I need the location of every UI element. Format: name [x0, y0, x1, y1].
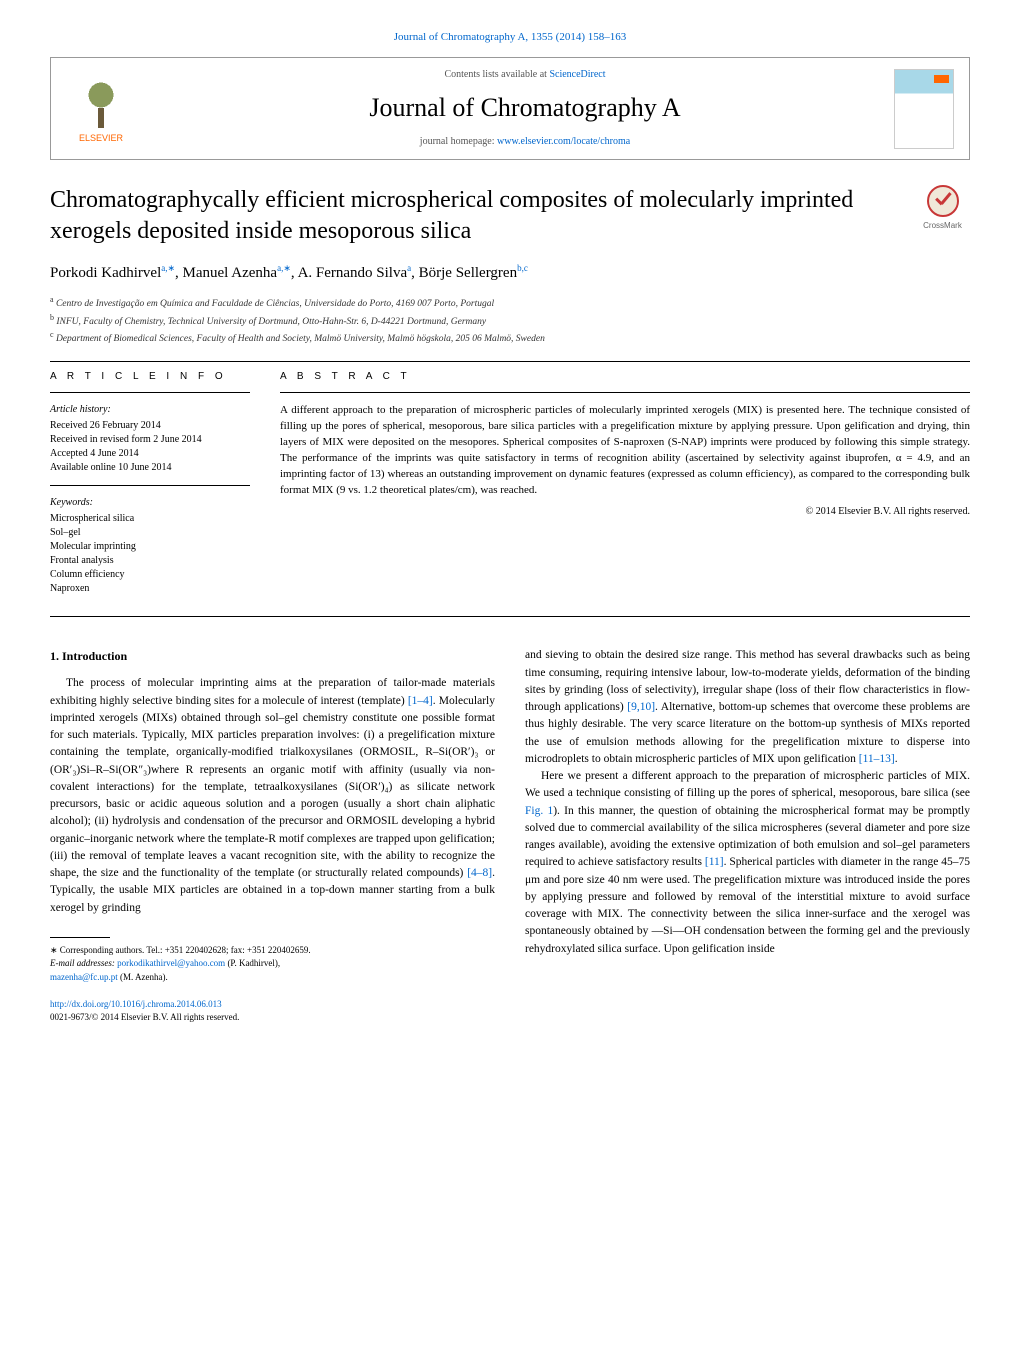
title-row: Chromatographycally efficient microspher… [50, 185, 970, 247]
body-columns: 1. Introduction The process of molecular… [50, 647, 970, 1023]
info-divider-1 [50, 392, 250, 393]
intro-heading: 1. Introduction [50, 647, 495, 665]
affiliation: b INFU, Faculty of Chemistry, Technical … [50, 312, 970, 329]
email-1[interactable]: porkodikathirvel@yahoo.com [117, 958, 225, 968]
email-label: E-mail addresses: [50, 958, 117, 968]
affiliations: a Centro de Investigação em Química and … [50, 294, 970, 346]
article-info: A R T I C L E I N F O Article history: R… [50, 370, 250, 596]
sciencedirect-link[interactable]: ScienceDirect [549, 69, 605, 80]
journal-reference: Journal of Chromatography A, 1355 (2014)… [50, 30, 970, 45]
body-column-left: 1. Introduction The process of molecular… [50, 647, 495, 1023]
homepage-line: journal homepage: www.elsevier.com/locat… [156, 135, 894, 149]
email2-who: (M. Azenha). [118, 972, 168, 982]
body-column-right: and sieving to obtain the desired size r… [525, 647, 970, 1023]
c2p2c: . Spherical particles with diameter in t… [525, 856, 970, 954]
journal-cover-icon [894, 69, 954, 149]
abstract-divider [280, 392, 970, 393]
footnote-divider [50, 937, 110, 938]
journal-name: Journal of Chromatography A [156, 90, 894, 126]
ref-link-4[interactable]: [11–13] [859, 753, 895, 765]
c2p2a: Here we present a different approach to … [525, 770, 970, 799]
history-item: Received 26 February 2014 [50, 419, 250, 433]
abstract-text: A different approach to the preparation … [280, 403, 970, 499]
corr-line: ∗ Corresponding authors. Tel.: +351 2204… [50, 944, 495, 958]
keyword: Microspherical silica [50, 512, 250, 526]
elsevier-logo: ELSEVIER [66, 69, 136, 149]
authors: Porkodi Kadhirvela,∗, Manuel Azenhaa,∗, … [50, 262, 970, 284]
elsevier-tree-icon [76, 73, 126, 128]
info-abstract-row: A R T I C L E I N F O Article history: R… [50, 370, 970, 596]
contents-line: Contents lists available at ScienceDirec… [156, 68, 894, 82]
history-item: Available online 10 June 2014 [50, 461, 250, 475]
intro-paragraph-1-cont: and sieving to obtain the desired size r… [525, 647, 970, 768]
crossmark-badge[interactable]: CrossMark [915, 185, 970, 231]
issn-line: 0021-9673/© 2014 Elsevier B.V. All right… [50, 1012, 239, 1022]
header-center: Contents lists available at ScienceDirec… [156, 68, 894, 148]
article-info-label: A R T I C L E I N F O [50, 370, 250, 384]
elsevier-label: ELSEVIER [79, 132, 123, 145]
history-label: Article history: [50, 403, 250, 417]
abstract-copyright: © 2014 Elsevier B.V. All rights reserved… [280, 505, 970, 519]
intro-paragraph-2: Here we present a different approach to … [525, 768, 970, 958]
abstract-label: A B S T R A C T [280, 370, 970, 384]
ref-link-1[interactable]: [1–4] [408, 695, 433, 707]
homepage-prefix: journal homepage: [420, 136, 497, 147]
email-line: E-mail addresses: porkodikathirvel@yahoo… [50, 957, 495, 984]
history-item: Accepted 4 June 2014 [50, 447, 250, 461]
p1b: . Molecularly imprinted xerogels (MIXs) … [50, 695, 495, 880]
keyword: Sol–gel [50, 526, 250, 540]
keyword: Column efficiency [50, 568, 250, 582]
journal-header: ELSEVIER Contents lists available at Sci… [50, 57, 970, 159]
affiliation: a Centro de Investigação em Química and … [50, 294, 970, 311]
ref-link-3[interactable]: [9,10] [627, 701, 655, 713]
keywords-label: Keywords: [50, 496, 250, 510]
intro-paragraph-1: The process of molecular imprinting aims… [50, 675, 495, 917]
footer: http://dx.doi.org/10.1016/j.chroma.2014.… [50, 998, 495, 1023]
info-divider-2 [50, 485, 250, 486]
keyword: Naproxen [50, 582, 250, 596]
keyword: Molecular imprinting [50, 540, 250, 554]
ref-link-5[interactable]: [11] [705, 856, 724, 868]
homepage-link[interactable]: www.elsevier.com/locate/chroma [497, 136, 630, 147]
history-item: Received in revised form 2 June 2014 [50, 433, 250, 447]
abstract-column: A B S T R A C T A different approach to … [280, 370, 970, 596]
divider-top [50, 361, 970, 362]
ref-link-fig1[interactable]: Fig. 1 [525, 805, 553, 817]
email-2[interactable]: mazenha@fc.up.pt [50, 972, 118, 982]
corresponding-footnote: ∗ Corresponding authors. Tel.: +351 2204… [50, 944, 495, 985]
keyword: Frontal analysis [50, 554, 250, 568]
article-title: Chromatographycally efficient microspher… [50, 185, 895, 247]
crossmark-label: CrossMark [915, 220, 970, 231]
email1-who: (P. Kadhirvel), [225, 958, 280, 968]
ref-link-2[interactable]: [4–8] [467, 867, 492, 879]
crossmark-icon [927, 185, 959, 217]
doi-link[interactable]: http://dx.doi.org/10.1016/j.chroma.2014.… [50, 999, 222, 1009]
divider-bottom [50, 616, 970, 617]
contents-prefix: Contents lists available at [444, 69, 549, 80]
affiliation: c Department of Biomedical Sciences, Fac… [50, 329, 970, 346]
c2p1c: . [895, 753, 898, 765]
